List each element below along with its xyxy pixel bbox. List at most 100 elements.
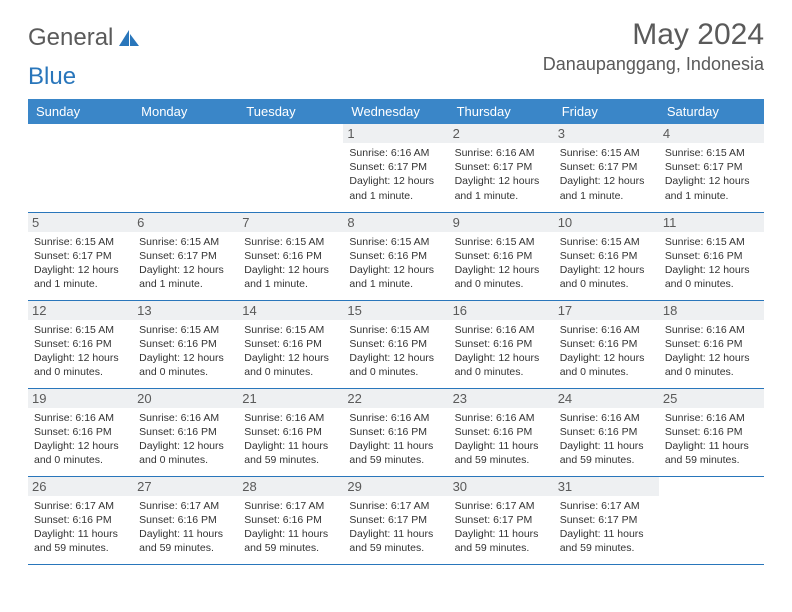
day-number: 10 <box>554 213 659 232</box>
day-info: Sunrise: 6:15 AMSunset: 6:16 PMDaylight:… <box>349 323 442 380</box>
day-info: Sunrise: 6:15 AMSunset: 6:16 PMDaylight:… <box>34 323 127 380</box>
day-number: 18 <box>659 301 764 320</box>
day-number: 25 <box>659 389 764 408</box>
day-number: 20 <box>133 389 238 408</box>
calendar-day: 19Sunrise: 6:16 AMSunset: 6:16 PMDayligh… <box>28 388 133 476</box>
calendar-day: 23Sunrise: 6:16 AMSunset: 6:16 PMDayligh… <box>449 388 554 476</box>
calendar-day: 14 Sunrise: 6:15 AMSunset: 6:16 PMDayligh… <box>238 300 343 388</box>
calendar-day: 5 Sunrise: 6:15 AMSunset: 6:17 PMDaylight… <box>28 212 133 300</box>
calendar-day <box>28 124 133 212</box>
calendar-day: 29 Sunrise: 6:17 AMSunset: 6:17 PMDayligh… <box>343 476 448 564</box>
day-number: 2 <box>449 124 554 143</box>
day-info: Sunrise: 6:15 AMSunset: 6:17 PMDaylight:… <box>34 235 127 292</box>
day-number: 29 <box>343 477 448 496</box>
calendar-day: 1 Sunrise: 6:16 AMSunset: 6:17 PMDaylight… <box>343 124 448 212</box>
title-block: May 2024 Danaupanggang, Indonesia <box>543 18 764 75</box>
month-title: May 2024 <box>543 18 764 52</box>
calendar-day: 8Sunrise: 6:15 AMSunset: 6:16 PMDaylight… <box>343 212 448 300</box>
day-info: Sunrise: 6:15 AMSunset: 6:16 PMDaylight:… <box>244 323 337 380</box>
day-number: 6 <box>133 213 238 232</box>
day-info: Sunrise: 6:16 AMSunset: 6:16 PMDaylight:… <box>455 411 548 468</box>
calendar-day: 11 Sunrise: 6:15 AMSunset: 6:16 PMDayligh… <box>659 212 764 300</box>
day-number: 17 <box>554 301 659 320</box>
calendar-day: 21 Sunrise: 6:16 AMSunset: 6:16 PMDayligh… <box>238 388 343 476</box>
calendar-day: 20 Sunrise: 6:16 AMSunset: 6:16 PMDayligh… <box>133 388 238 476</box>
calendar-day: 31Sunrise: 6:17 AMSunset: 6:17 PMDayligh… <box>554 476 659 564</box>
calendar-day: 6Sunrise: 6:15 AMSunset: 6:17 PMDaylight… <box>133 212 238 300</box>
day-number: 9 <box>449 213 554 232</box>
dow-header: Tuesday <box>238 99 343 124</box>
calendar-day: 17 Sunrise: 6:16 AMSunset: 6:16 PMDayligh… <box>554 300 659 388</box>
day-number: 30 <box>449 477 554 496</box>
day-info: Sunrise: 6:15 AMSunset: 6:16 PMDaylight:… <box>139 323 232 380</box>
calendar-week: 19Sunrise: 6:16 AMSunset: 6:16 PMDayligh… <box>28 388 764 476</box>
calendar-day: 7Sunrise: 6:15 AMSunset: 6:16 PMDaylight… <box>238 212 343 300</box>
day-info: Sunrise: 6:17 AMSunset: 6:16 PMDaylight:… <box>34 499 127 556</box>
dow-header: Wednesday <box>343 99 448 124</box>
day-number: 8 <box>343 213 448 232</box>
day-number: 27 <box>133 477 238 496</box>
calendar-day: 4Sunrise: 6:15 AMSunset: 6:17 PMDaylight… <box>659 124 764 212</box>
day-info: Sunrise: 6:16 AMSunset: 6:17 PMDaylight:… <box>349 146 442 203</box>
day-info: Sunrise: 6:16 AMSunset: 6:16 PMDaylight:… <box>34 411 127 468</box>
calendar-day: 9Sunrise: 6:15 AMSunset: 6:16 PMDaylight… <box>449 212 554 300</box>
day-number: 16 <box>449 301 554 320</box>
calendar-week: 26 Sunrise: 6:17 AMSunset: 6:16 PMDayligh… <box>28 476 764 564</box>
calendar-day: 16 Sunrise: 6:16 AMSunset: 6:16 PMDayligh… <box>449 300 554 388</box>
day-info: Sunrise: 6:17 AMSunset: 6:17 PMDaylight:… <box>349 499 442 556</box>
day-info: Sunrise: 6:16 AMSunset: 6:16 PMDaylight:… <box>560 323 653 380</box>
day-info: Sunrise: 6:16 AMSunset: 6:16 PMDaylight:… <box>349 411 442 468</box>
calendar-body: 1 Sunrise: 6:16 AMSunset: 6:17 PMDaylight… <box>28 124 764 564</box>
calendar-day: 10 Sunrise: 6:15 AMSunset: 6:16 PMDayligh… <box>554 212 659 300</box>
day-info: Sunrise: 6:17 AMSunset: 6:16 PMDaylight:… <box>139 499 232 556</box>
day-number: 26 <box>28 477 133 496</box>
calendar-day: 12Sunrise: 6:15 AMSunset: 6:16 PMDayligh… <box>28 300 133 388</box>
dow-row: SundayMondayTuesdayWednesdayThursdayFrid… <box>28 99 764 124</box>
calendar-day <box>238 124 343 212</box>
calendar-day: 26 Sunrise: 6:17 AMSunset: 6:16 PMDayligh… <box>28 476 133 564</box>
calendar-day <box>659 476 764 564</box>
calendar-week: 1 Sunrise: 6:16 AMSunset: 6:17 PMDaylight… <box>28 124 764 212</box>
day-info: Sunrise: 6:17 AMSunset: 6:17 PMDaylight:… <box>560 499 653 556</box>
calendar-day: 13Sunrise: 6:15 AMSunset: 6:16 PMDayligh… <box>133 300 238 388</box>
day-number: 3 <box>554 124 659 143</box>
day-number: 1 <box>343 124 448 143</box>
day-info: Sunrise: 6:16 AMSunset: 6:17 PMDaylight:… <box>455 146 548 203</box>
day-info: Sunrise: 6:16 AMSunset: 6:16 PMDaylight:… <box>244 411 337 468</box>
calendar-day: 3 Sunrise: 6:15 AMSunset: 6:17 PMDaylight… <box>554 124 659 212</box>
logo-sail-icon <box>117 28 141 48</box>
day-info: Sunrise: 6:16 AMSunset: 6:16 PMDaylight:… <box>665 323 758 380</box>
day-number: 24 <box>554 389 659 408</box>
day-info: Sunrise: 6:16 AMSunset: 6:16 PMDaylight:… <box>139 411 232 468</box>
logo-text-1: General <box>28 24 113 52</box>
calendar-week: 12Sunrise: 6:15 AMSunset: 6:16 PMDayligh… <box>28 300 764 388</box>
day-info: Sunrise: 6:15 AMSunset: 6:17 PMDaylight:… <box>560 146 653 203</box>
day-number: 7 <box>238 213 343 232</box>
day-info: Sunrise: 6:15 AMSunset: 6:16 PMDaylight:… <box>665 235 758 292</box>
calendar-day: 30 Sunrise: 6:17 AMSunset: 6:17 PMDayligh… <box>449 476 554 564</box>
day-info: Sunrise: 6:15 AMSunset: 6:16 PMDaylight:… <box>560 235 653 292</box>
dow-header: Sunday <box>28 99 133 124</box>
day-number: 14 <box>238 301 343 320</box>
calendar-table: SundayMondayTuesdayWednesdayThursdayFrid… <box>28 99 764 565</box>
day-number: 28 <box>238 477 343 496</box>
calendar-day: 2 Sunrise: 6:16 AMSunset: 6:17 PMDaylight… <box>449 124 554 212</box>
calendar-day: 22 Sunrise: 6:16 AMSunset: 6:16 PMDayligh… <box>343 388 448 476</box>
day-number: 22 <box>343 389 448 408</box>
calendar-week: 5 Sunrise: 6:15 AMSunset: 6:17 PMDaylight… <box>28 212 764 300</box>
calendar-day: 18 Sunrise: 6:16 AMSunset: 6:16 PMDayligh… <box>659 300 764 388</box>
day-info: Sunrise: 6:17 AMSunset: 6:17 PMDaylight:… <box>455 499 548 556</box>
logo: General <box>28 18 141 52</box>
logo-text-2: Blue <box>28 63 76 91</box>
calendar-day: 24 Sunrise: 6:16 AMSunset: 6:16 PMDayligh… <box>554 388 659 476</box>
calendar-day: 27 Sunrise: 6:17 AMSunset: 6:16 PMDayligh… <box>133 476 238 564</box>
dow-header: Friday <box>554 99 659 124</box>
calendar-day: 25Sunrise: 6:16 AMSunset: 6:16 PMDayligh… <box>659 388 764 476</box>
day-number: 5 <box>28 213 133 232</box>
day-info: Sunrise: 6:16 AMSunset: 6:16 PMDaylight:… <box>560 411 653 468</box>
dow-header: Monday <box>133 99 238 124</box>
day-number: 11 <box>659 213 764 232</box>
day-info: Sunrise: 6:16 AMSunset: 6:16 PMDaylight:… <box>455 323 548 380</box>
calendar-day: 28Sunrise: 6:17 AMSunset: 6:16 PMDayligh… <box>238 476 343 564</box>
day-number: 21 <box>238 389 343 408</box>
